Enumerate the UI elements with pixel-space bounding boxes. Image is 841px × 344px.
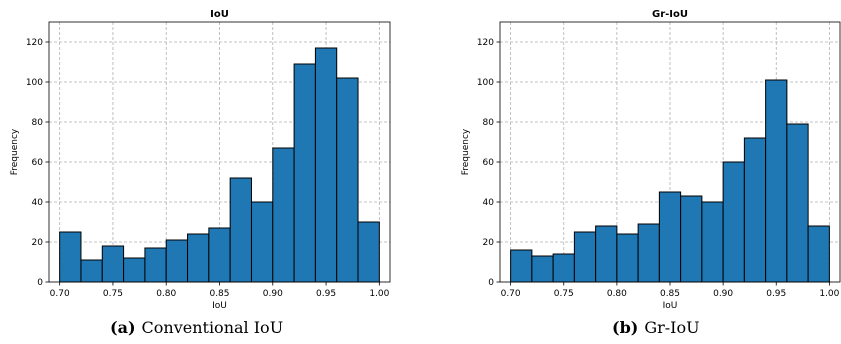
bar-a-13 bbox=[336, 77, 359, 283]
caption-b-text: Gr-IoU bbox=[644, 318, 700, 337]
bar-a-9 bbox=[250, 201, 274, 283]
bar-b-1 bbox=[531, 255, 554, 283]
x-tick-label-b-1: 0.75 bbox=[554, 289, 574, 299]
bar-a-7 bbox=[208, 227, 231, 283]
chart-title-a: IoU bbox=[210, 9, 229, 20]
bar-b-8 bbox=[680, 195, 703, 283]
x-tick-label-b-5: 0.95 bbox=[766, 289, 786, 299]
x-tick-label-a-6: 1.00 bbox=[369, 289, 389, 299]
x-tick-label-a-5: 0.95 bbox=[316, 289, 336, 299]
y-tick-label-a-5: 100 bbox=[26, 78, 43, 88]
x-axis-label-b: IoU bbox=[663, 301, 678, 311]
bar-a-1 bbox=[80, 259, 103, 283]
caption-b-tag: (b) bbox=[612, 318, 639, 337]
chart-b: 0.70 0.75 0.80 0.85 0.90 0.95 1.00 0 20 40 60 80 100… bbox=[461, 9, 841, 311]
caption-a: (a) Conventional IoU bbox=[110, 318, 283, 337]
x-axis-label-a: IoU bbox=[212, 301, 227, 311]
bar-b-13 bbox=[786, 123, 809, 283]
y-tick-label-a-6: 120 bbox=[26, 38, 43, 48]
x-tick-label-a-2: 0.80 bbox=[156, 289, 176, 299]
y-tick-label-a-1: 20 bbox=[32, 238, 44, 248]
y-tick-label-b-6: 120 bbox=[477, 38, 494, 48]
y-tick-label-a-0: 0 bbox=[37, 278, 43, 288]
x-tick-label-b-4: 0.90 bbox=[713, 289, 733, 299]
x-tick-label-b-6: 1.00 bbox=[819, 289, 839, 299]
bar-b-12 bbox=[765, 79, 788, 283]
bar-b-6 bbox=[637, 223, 660, 283]
bar-b-14 bbox=[807, 225, 830, 283]
chart-title-b: Gr-IoU bbox=[652, 9, 688, 20]
x-tick-label-a-0: 0.70 bbox=[50, 289, 70, 299]
y-tick-label-a-4: 80 bbox=[32, 118, 44, 128]
y-tick-label-b-4: 80 bbox=[483, 118, 495, 128]
chart-a: 0.70 0.75 0.80 0.85 0.90 0.95 1.00 0 20 40 60 80 100… bbox=[10, 9, 391, 311]
x-tick-label-b-0: 0.70 bbox=[501, 289, 521, 299]
bar-b-4 bbox=[595, 225, 618, 283]
bar-b-7 bbox=[658, 191, 682, 283]
y-tick-label-b-5: 100 bbox=[477, 78, 494, 88]
bar-b-9 bbox=[701, 201, 724, 283]
bar-b-10 bbox=[722, 161, 745, 283]
bar-b-5 bbox=[616, 233, 639, 283]
caption-a-text: Conventional IoU bbox=[141, 318, 284, 337]
x-tick-label-a-1: 0.75 bbox=[103, 289, 123, 299]
bar-a-6 bbox=[187, 233, 210, 283]
bar-a-8 bbox=[229, 177, 252, 283]
bar-a-5 bbox=[165, 239, 189, 283]
y-tick-label-a-2: 40 bbox=[32, 198, 44, 208]
x-tick-label-a-4: 0.90 bbox=[263, 289, 283, 299]
bar-a-11 bbox=[293, 63, 316, 283]
y-tick-label-b-0: 0 bbox=[488, 278, 494, 288]
bar-b-0 bbox=[510, 249, 533, 283]
caption-a-tag: (a) bbox=[110, 318, 136, 337]
x-tick-label-b-3: 0.85 bbox=[660, 289, 680, 299]
bar-b-2 bbox=[552, 253, 575, 283]
bar-a-2 bbox=[101, 245, 125, 283]
x-tick-label-a-3: 0.85 bbox=[209, 289, 229, 299]
bar-a-14 bbox=[357, 221, 380, 283]
x-tick-label-b-2: 0.80 bbox=[607, 289, 627, 299]
bar-b-3 bbox=[573, 231, 597, 283]
bar-a-4 bbox=[144, 247, 167, 283]
bar-a-3 bbox=[123, 257, 146, 283]
y-tick-label-b-1: 20 bbox=[483, 238, 495, 248]
y-axis-label-b: Frequency bbox=[461, 128, 471, 175]
y-tick-label-b-3: 60 bbox=[483, 158, 495, 168]
bar-b-11 bbox=[743, 137, 767, 283]
y-tick-label-b-2: 40 bbox=[483, 198, 495, 208]
caption-b: (b) Gr-IoU bbox=[612, 318, 700, 337]
y-axis-label-a: Frequency bbox=[10, 128, 20, 175]
bar-a-10 bbox=[272, 147, 295, 283]
y-tick-label-a-3: 60 bbox=[32, 158, 44, 168]
bar-a-12 bbox=[314, 47, 338, 283]
bar-a-0 bbox=[59, 231, 82, 283]
